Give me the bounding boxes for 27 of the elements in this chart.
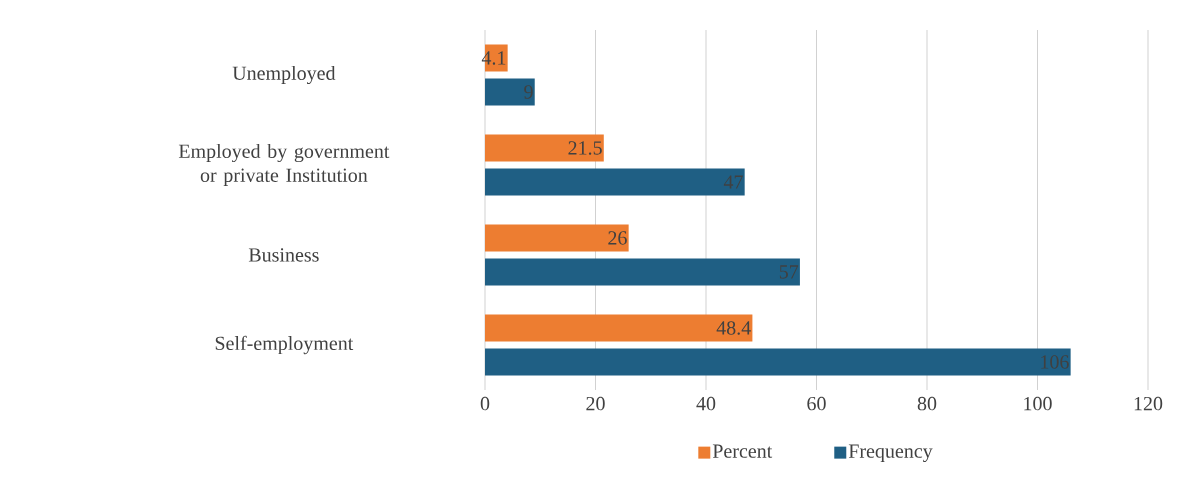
data-label: 26 bbox=[608, 231, 627, 245]
bar bbox=[485, 348, 1071, 376]
x-tick-label: 20 bbox=[586, 396, 605, 411]
bar bbox=[485, 314, 753, 342]
x-tick-label: 100 bbox=[1024, 396, 1052, 411]
y-tick-label: Employed by government or private Institution bbox=[178, 143, 390, 187]
y-tick-label: Self-employment bbox=[215, 335, 354, 355]
data-label: 21.5 bbox=[568, 141, 602, 155]
legend-label: Percent bbox=[712, 444, 773, 458]
bar bbox=[485, 168, 745, 196]
data-label: 106 bbox=[1041, 355, 1069, 369]
x-tick-label: 40 bbox=[696, 396, 716, 411]
bar bbox=[485, 258, 800, 286]
legend-label: Frequency bbox=[848, 444, 933, 462]
data-label: 48.4 bbox=[716, 321, 751, 335]
y-tick-label: Business bbox=[248, 248, 319, 262]
x-tick-label: 80 bbox=[917, 396, 937, 411]
data-label: 57 bbox=[779, 265, 799, 279]
x-tick-label: 120 bbox=[1134, 396, 1163, 411]
bar bbox=[485, 78, 535, 106]
x-tick-label: 60 bbox=[807, 396, 826, 411]
y-tick-label: Unemployed bbox=[232, 65, 336, 85]
bar bbox=[485, 134, 604, 162]
data-label: 47 bbox=[723, 175, 743, 189]
data-label: 9 bbox=[524, 85, 533, 99]
x-tick-label: 0 bbox=[480, 396, 490, 411]
bar bbox=[485, 224, 629, 252]
